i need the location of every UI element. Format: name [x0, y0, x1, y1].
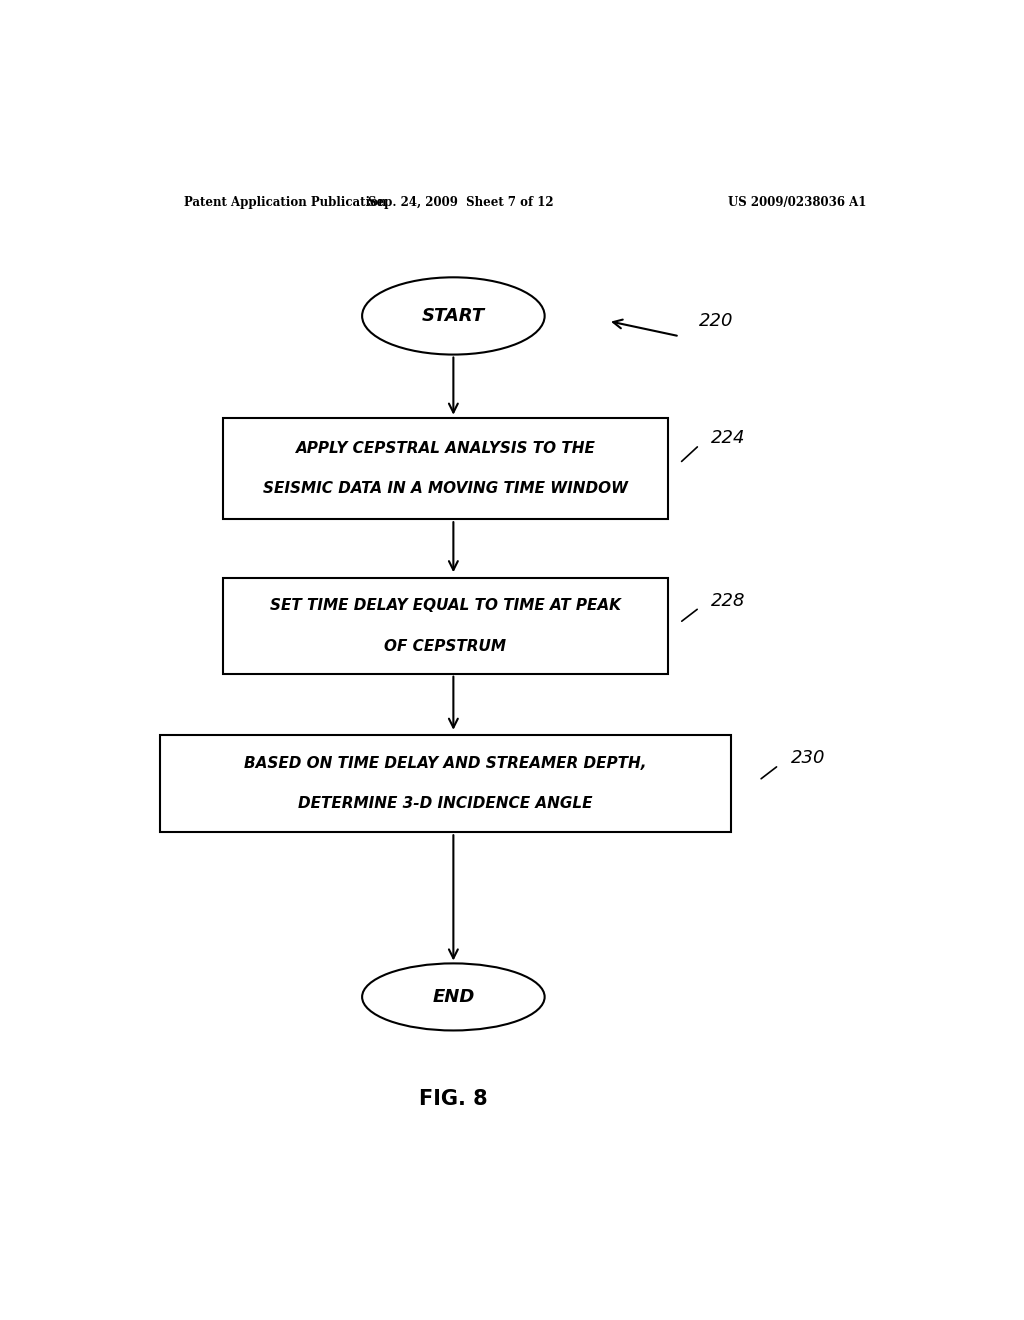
Text: SET TIME DELAY EQUAL TO TIME AT PEAK: SET TIME DELAY EQUAL TO TIME AT PEAK — [270, 598, 621, 612]
Text: 230: 230 — [791, 748, 825, 767]
Text: Patent Application Publication: Patent Application Publication — [183, 195, 386, 209]
Text: 220: 220 — [699, 312, 734, 330]
Ellipse shape — [362, 964, 545, 1031]
Text: Sep. 24, 2009  Sheet 7 of 12: Sep. 24, 2009 Sheet 7 of 12 — [369, 195, 554, 209]
Text: 228: 228 — [712, 591, 745, 610]
Text: OF CEPSTRUM: OF CEPSTRUM — [384, 639, 507, 653]
FancyBboxPatch shape — [160, 735, 731, 832]
Text: DETERMINE 3-D INCIDENCE ANGLE: DETERMINE 3-D INCIDENCE ANGLE — [298, 796, 593, 812]
Text: END: END — [432, 987, 474, 1006]
Text: US 2009/0238036 A1: US 2009/0238036 A1 — [728, 195, 866, 209]
Text: BASED ON TIME DELAY AND STREAMER DEPTH,: BASED ON TIME DELAY AND STREAMER DEPTH, — [244, 755, 647, 771]
Ellipse shape — [362, 277, 545, 355]
FancyBboxPatch shape — [223, 578, 668, 675]
FancyBboxPatch shape — [223, 417, 668, 519]
Text: START: START — [422, 308, 485, 325]
Text: SEISMIC DATA IN A MOVING TIME WINDOW: SEISMIC DATA IN A MOVING TIME WINDOW — [263, 482, 628, 496]
Text: 224: 224 — [712, 429, 745, 447]
Text: APPLY CEPSTRAL ANALYSIS TO THE: APPLY CEPSTRAL ANALYSIS TO THE — [296, 441, 595, 455]
Text: FIG. 8: FIG. 8 — [419, 1089, 487, 1109]
